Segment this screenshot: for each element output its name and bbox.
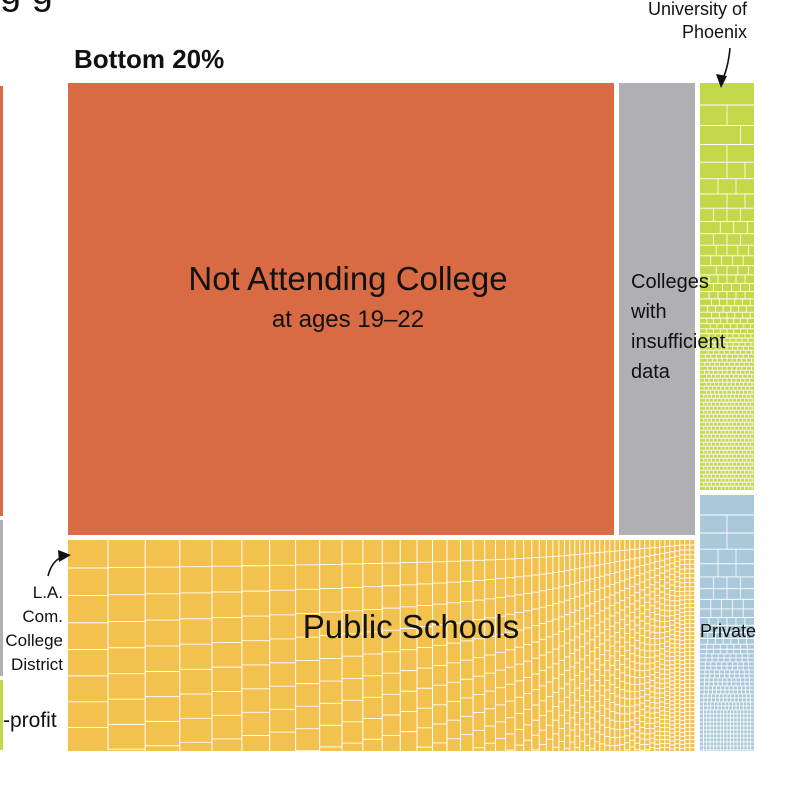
label-insufficient-line4: data xyxy=(631,361,671,383)
label-not-attending: Not Attending College xyxy=(188,260,507,297)
chart-title-partial: g g xyxy=(0,0,53,13)
left-sliver-green xyxy=(0,680,3,750)
callout-phoenix-arrowhead xyxy=(716,74,727,88)
callout-lacc-line1: L.A. xyxy=(33,583,63,602)
cell-insufficient-data xyxy=(619,83,695,535)
label-public-schools: Public Schools xyxy=(303,608,519,645)
left-sliver-red xyxy=(0,86,3,516)
for-profit-subgrid xyxy=(700,104,754,490)
label-insufficient-line1: Colleges xyxy=(631,271,709,293)
private-subgrid xyxy=(700,514,754,751)
label-private: Private xyxy=(700,621,756,641)
label-not-attending-sub: at ages 19–22 xyxy=(272,306,424,333)
callout-lacc-arrowhead xyxy=(58,550,71,562)
label-insufficient-line3: insufficient xyxy=(631,331,726,353)
callout-lacc-line4: District xyxy=(11,655,63,674)
panel-title: Bottom 20% xyxy=(74,44,224,74)
cell-not-attending xyxy=(68,83,614,535)
public-schools-subgrid xyxy=(68,540,696,752)
callout-phoenix-line2: Phoenix xyxy=(682,22,747,42)
callout-lacc-line2: Com. xyxy=(22,607,63,626)
label-for-profit: -profit xyxy=(3,709,57,732)
label-insufficient-line2: with xyxy=(630,301,667,323)
callout-phoenix-line1: University of xyxy=(648,0,748,19)
left-sliver-gray xyxy=(0,520,3,676)
cell-public-schools xyxy=(68,540,695,751)
callout-lacc-line3: College xyxy=(5,631,63,650)
